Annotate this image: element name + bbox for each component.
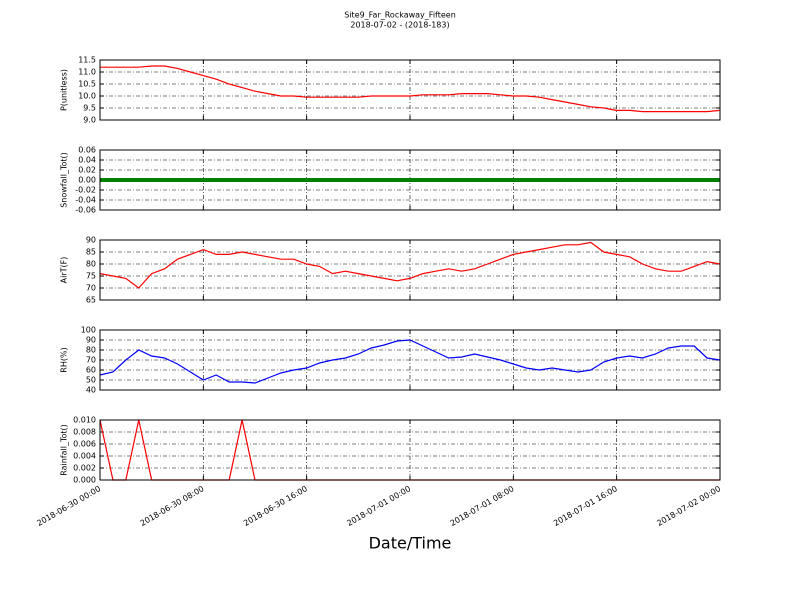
y-axis-label: RH(%) xyxy=(60,347,69,372)
y-tick-label: 100 xyxy=(81,326,96,335)
plot-frame xyxy=(99,329,721,391)
y-tick-label: 9.5 xyxy=(83,104,96,113)
y-tick-label: 9.0 xyxy=(83,116,96,125)
y-tick-label: 90 xyxy=(86,336,96,345)
y-tick-label: 10.5 xyxy=(78,80,96,89)
y-axis-label: P(unitless) xyxy=(60,69,69,111)
data-line xyxy=(99,339,721,384)
y-tick-label: 10.0 xyxy=(78,92,96,101)
data-line xyxy=(99,241,721,289)
y-tick-label: 0.008 xyxy=(73,428,96,437)
y-tick-label: 40 xyxy=(86,386,96,395)
y-tick-label: 0.006 xyxy=(73,440,96,449)
y-tick-label: 60 xyxy=(86,366,96,375)
y-tick-label: 90 xyxy=(86,236,96,245)
y-tick-label: 70 xyxy=(86,284,96,293)
chart-title: Site9_Far_Rockaway_Fifteen xyxy=(344,11,456,20)
y-tick-label: 11.5 xyxy=(78,56,96,65)
y-tick-label: 0.06 xyxy=(78,146,96,155)
y-tick-label: -0.04 xyxy=(75,196,96,205)
y-tick-label: -0.06 xyxy=(75,206,96,215)
y-tick-label: 85 xyxy=(86,248,96,257)
y-tick-label: 80 xyxy=(86,346,96,355)
y-tick-label: 0.004 xyxy=(73,452,96,461)
y-axis-label: Snowfall_Tot() xyxy=(60,152,69,208)
y-tick-label: 0.010 xyxy=(73,416,96,425)
data-line xyxy=(100,65,721,113)
y-tick-label: 0.00 xyxy=(78,176,96,185)
plot-frame xyxy=(99,59,721,121)
y-axis-label: Rainfall_Tot() xyxy=(60,424,69,476)
y-tick-label: 75 xyxy=(86,272,96,281)
y-tick-label: 70 xyxy=(86,356,96,365)
y-tick-label: 50 xyxy=(86,376,96,385)
plot-frame xyxy=(99,239,721,301)
chart-subtitle: 2018-07-02 - (2018-183) xyxy=(350,21,449,30)
y-tick-label: -0.02 xyxy=(75,186,96,195)
y-axis-label: AirT(F) xyxy=(60,257,69,284)
plot-frame xyxy=(99,419,721,481)
y-tick-label: 0.02 xyxy=(78,166,96,175)
x-axis-label: Date/Time xyxy=(369,534,452,553)
y-tick-label: 11.0 xyxy=(78,68,96,77)
y-tick-label: 80 xyxy=(86,260,96,269)
y-tick-label: 65 xyxy=(86,296,96,305)
plot-frame xyxy=(99,149,721,211)
y-tick-label: 0.002 xyxy=(73,464,96,473)
y-tick-label: 0.000 xyxy=(73,476,96,485)
y-tick-label: 0.04 xyxy=(78,156,96,165)
